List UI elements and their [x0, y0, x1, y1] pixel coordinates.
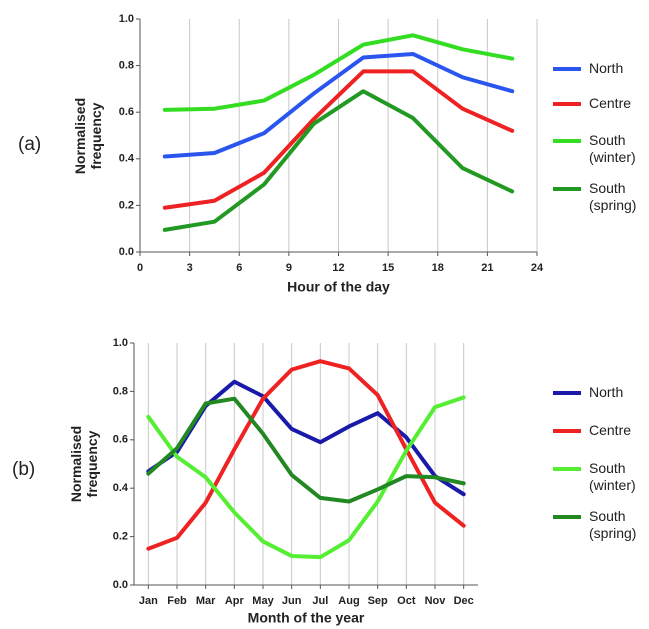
x-tick-label: 0	[137, 262, 143, 274]
legend-label: South (spring)	[589, 508, 637, 541]
series-line	[146, 395, 466, 560]
series-line	[162, 89, 515, 232]
legend-swatch	[553, 67, 581, 71]
x-tick-label: Jan	[139, 595, 158, 607]
x-axis-title: Month of the year	[248, 610, 365, 626]
x-tick-label: Dec	[454, 595, 474, 607]
y-tick-label: 0.4	[113, 482, 129, 494]
legend-swatch	[553, 515, 581, 519]
legend-swatch	[553, 391, 581, 395]
x-tick-label: Nov	[425, 595, 447, 607]
series-line	[146, 396, 466, 504]
legend-item: South (winter)	[553, 132, 649, 166]
x-tick-label: Oct	[397, 595, 416, 607]
y-tick-label: 0.8	[119, 60, 134, 72]
panel-label: (b)	[12, 459, 35, 480]
series-line	[162, 51, 515, 159]
x-tick-label: May	[252, 595, 274, 607]
series-line	[162, 69, 515, 210]
x-tick-label: 12	[332, 262, 344, 274]
legend-item: South (spring)	[553, 508, 649, 542]
legend-label: Centre	[589, 95, 632, 111]
y-tick-label: 0.6	[119, 106, 134, 118]
x-tick-label: 6	[236, 262, 242, 274]
y-axis-title: Normalised frequency	[68, 425, 100, 503]
x-tick-label: 15	[382, 262, 394, 274]
series-line	[162, 33, 515, 112]
x-tick-label: Sep	[368, 595, 388, 607]
legend-label: North	[589, 60, 624, 76]
legend-label: South (spring)	[589, 180, 637, 213]
y-tick-label: 1.0	[119, 13, 134, 25]
legend-item: Centre	[553, 422, 649, 439]
y-tick-label: 0.4	[119, 153, 135, 165]
x-tick-label: Apr	[225, 595, 245, 607]
x-tick-label: Mar	[196, 595, 216, 607]
legend-swatch	[553, 139, 581, 143]
y-tick-label: 0.2	[119, 199, 134, 211]
y-tick-label: 0.6	[113, 434, 128, 446]
y-tick-label: 1.0	[113, 337, 128, 349]
x-tick-label: Jul	[312, 595, 328, 607]
x-tick-label: 21	[481, 262, 493, 274]
y-tick-label: 0.0	[119, 246, 134, 258]
series-line	[146, 359, 466, 551]
y-axis-title: Normalised frequency	[72, 97, 104, 174]
legend-item: South (winter)	[553, 460, 649, 494]
legend-label: Centre	[589, 422, 632, 438]
x-tick-label: Feb	[167, 595, 187, 607]
legend-swatch	[553, 102, 581, 106]
x-tick-label: 3	[187, 262, 193, 274]
x-tick-label: 18	[432, 262, 444, 274]
x-tick-label: Aug	[338, 595, 359, 607]
legend-swatch	[553, 187, 581, 191]
y-tick-label: 0.8	[113, 385, 128, 397]
x-tick-label: 24	[531, 262, 544, 274]
legend-label: South (winter)	[589, 460, 636, 493]
legend-label: South (winter)	[589, 132, 636, 165]
y-tick-label: 0.2	[113, 531, 128, 543]
x-tick-label: 9	[286, 262, 292, 274]
legend-item: Centre	[553, 95, 649, 112]
legend-item: North	[553, 60, 649, 77]
legend-swatch	[553, 467, 581, 471]
legend-item: North	[553, 384, 649, 401]
x-axis-title: Hour of the day	[287, 279, 390, 295]
legend-item: South (spring)	[553, 180, 649, 214]
panel-label: (a)	[18, 134, 41, 155]
y-tick-label: 0.0	[113, 579, 128, 591]
x-tick-label: Jun	[282, 595, 302, 607]
legend-label: North	[589, 384, 624, 400]
legend-swatch	[553, 429, 581, 433]
